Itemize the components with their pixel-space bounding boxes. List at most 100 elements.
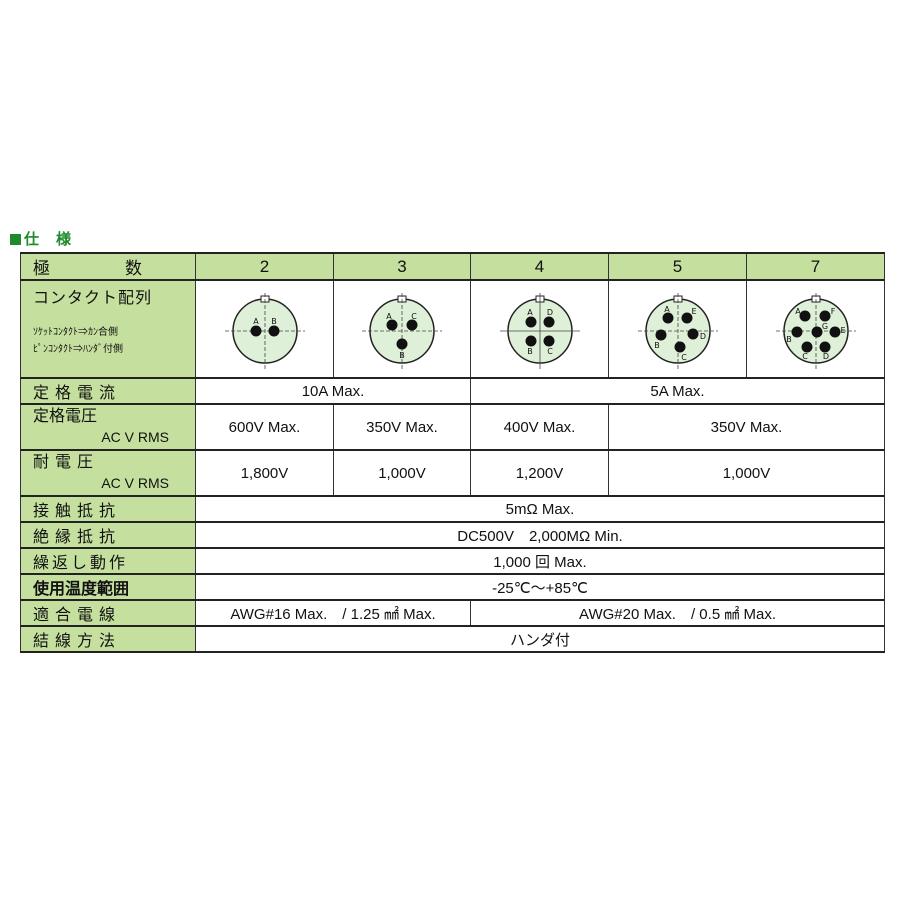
durability-value: 1,000 回 Max. xyxy=(195,547,885,575)
pin-label-A: A xyxy=(795,307,801,316)
pin-A xyxy=(525,316,536,328)
row-wire: 適合電線 AWG#16 Max. / 1.25 ㎟ Max. AWG#20 Ma… xyxy=(20,599,885,627)
row-temperature: 使用温度範囲 -25℃～+85℃ xyxy=(20,573,885,601)
pin-label-D: D xyxy=(822,352,828,361)
wire-4-7: AWG#20 Max. / 0.5 ㎟ Max. xyxy=(470,599,885,627)
pin-label-C: C xyxy=(411,312,417,321)
insulation-resistance-value: DC500V 2,000MΩ Min. xyxy=(195,521,885,549)
pin-F xyxy=(819,310,830,322)
rated-voltage-3: 350V Max. xyxy=(333,403,471,451)
section-title-text: 仕 様 xyxy=(24,230,73,248)
pin-C xyxy=(543,335,554,347)
rated-voltage-sub: AC V RMS xyxy=(101,429,169,445)
pin-label-G: G xyxy=(821,322,827,331)
pole-7: 7 xyxy=(746,252,885,281)
withstand-voltage-5-7: 1,000V xyxy=(608,449,885,497)
withstand-voltage-sub: AC V RMS xyxy=(101,475,169,491)
section-title: 仕 様 xyxy=(10,228,72,249)
row-rated-current: 定格電流 10A Max. 5A Max. xyxy=(20,377,885,405)
pin-label-B: B xyxy=(271,317,277,326)
pin-label-A: A xyxy=(253,317,259,326)
pin-E xyxy=(829,326,840,338)
label-withstand-voltage: 耐電圧 AC V RMS xyxy=(20,449,196,497)
row-withstand-voltage: 耐電圧 AC V RMS 1,800V 1,000V 1,200V 1,000V xyxy=(20,449,885,497)
pin-label-F: F xyxy=(830,307,835,316)
temperature-value: -25℃～+85℃ xyxy=(195,573,885,601)
pin-B xyxy=(791,326,802,338)
contact-layout-label: コンタクト配列 xyxy=(33,290,153,307)
pole-3: 3 xyxy=(333,252,471,281)
contact-resistance-value: 5mΩ Max. xyxy=(195,495,885,523)
withstand-voltage-4: 1,200V xyxy=(470,449,609,497)
row-contact-resistance: 接触抵抗 5mΩ Max. xyxy=(20,495,885,523)
square-bullet-icon xyxy=(10,234,21,245)
contact-diagram-3: A C B xyxy=(362,293,442,369)
pin-label-C: C xyxy=(802,352,808,361)
pin-G xyxy=(811,326,822,338)
pin-C xyxy=(674,341,685,353)
pole-2: 2 xyxy=(195,252,334,281)
socket-note: ｿｹｯﾄｺﾝﾀｸﾄ⇒ｶﾝ合側 xyxy=(33,327,118,338)
withstand-voltage-3: 1,000V xyxy=(333,449,471,497)
pin-A xyxy=(799,310,810,322)
pin-E xyxy=(681,312,692,324)
pin-label-A: A xyxy=(664,305,670,314)
wire-2-3: AWG#16 Max. / 1.25 ㎟ Max. xyxy=(195,599,471,627)
pin-label-C: C xyxy=(547,347,553,356)
pin-label-B: B xyxy=(399,351,405,360)
row-durability: 繰返し動作 1,000 回 Max. xyxy=(20,547,885,575)
pole-5: 5 xyxy=(608,252,747,281)
pin-label-B: B xyxy=(527,347,533,356)
pin-D xyxy=(687,328,698,340)
label-contact-resistance: 接触抵抗 xyxy=(20,495,196,523)
rated-voltage-label: 定格電圧 xyxy=(33,408,98,425)
diagram-cell-5: A E B D C xyxy=(608,279,747,379)
rated-voltage-4: 400V Max. xyxy=(470,403,609,451)
rated-voltage-2: 600V Max. xyxy=(195,403,334,451)
contact-diagram-4: A D B C xyxy=(499,293,580,369)
pin-D xyxy=(543,316,554,328)
label-wire: 適合電線 xyxy=(20,599,196,627)
row-poles: 極 数 2 3 4 5 7 xyxy=(20,252,885,281)
contact-diagram-5: A E B D C xyxy=(637,293,718,369)
label-insulation-resistance: 絶縁抵抗 xyxy=(20,521,196,549)
pin-label-D: D xyxy=(546,308,552,317)
row-connection: 結線方法 ハンダ付 xyxy=(20,625,885,653)
diagram-cell-4: A D B C xyxy=(470,279,609,379)
label-durability: 繰返し動作 xyxy=(20,547,196,575)
pin-A xyxy=(250,325,261,337)
spec-table: 極 数 2 3 4 5 7 コンタクト配列 ｿｹｯﾄｺﾝﾀｸﾄ⇒ｶﾝ合側 ﾋﾟﾝ… xyxy=(20,252,885,653)
pin-A xyxy=(386,319,398,331)
label-connection: 結線方法 xyxy=(20,625,196,653)
pin-C xyxy=(801,341,812,353)
connection-value: ハンダ付 xyxy=(195,625,885,653)
contact-diagram-7: A F B G E C D xyxy=(775,293,856,369)
pin-A xyxy=(662,312,673,324)
pin-B xyxy=(525,335,536,347)
label-contact-layout: コンタクト配列 ｿｹｯﾄｺﾝﾀｸﾄ⇒ｶﾝ合側 ﾋﾟﾝｺﾝﾀｸﾄ⇒ﾊﾝﾀﾞ付側 xyxy=(20,279,196,379)
withstand-voltage-label: 耐電圧 xyxy=(33,454,100,471)
label-rated-voltage: 定格電圧 AC V RMS xyxy=(20,403,196,451)
row-rated-voltage: 定格電圧 AC V RMS 600V Max. 350V Max. 400V Ma… xyxy=(20,403,885,451)
pin-label-A: A xyxy=(527,308,533,317)
pin-label-B: B xyxy=(654,341,660,350)
pin-B xyxy=(396,338,408,350)
rated-current-4-7: 5A Max. xyxy=(470,377,885,405)
pin-B xyxy=(268,325,279,337)
pin-D xyxy=(819,341,830,353)
pin-label-C: C xyxy=(681,353,687,362)
pin-label-D: D xyxy=(699,332,705,341)
label-temperature: 使用温度範囲 xyxy=(20,573,196,601)
pin-label-A: A xyxy=(386,312,392,321)
pin-label-E: E xyxy=(691,307,696,316)
pin-label-E: E xyxy=(840,326,845,335)
row-insulation-resistance: 絶縁抵抗 DC500V 2,000MΩ Min. xyxy=(20,521,885,549)
label-rated-current: 定格電流 xyxy=(20,377,196,405)
pin-label-B: B xyxy=(786,335,792,344)
rated-current-2-3: 10A Max. xyxy=(195,377,471,405)
label-poles: 極 数 xyxy=(20,252,196,281)
pin-C xyxy=(406,319,418,331)
pin-note: ﾋﾟﾝｺﾝﾀｸﾄ⇒ﾊﾝﾀﾞ付側 xyxy=(33,344,123,355)
